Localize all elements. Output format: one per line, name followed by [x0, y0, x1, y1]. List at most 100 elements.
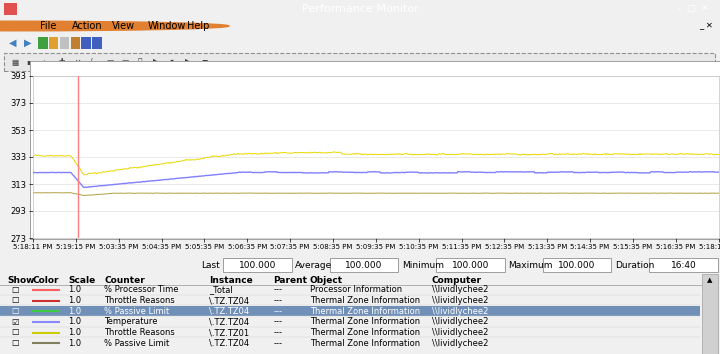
- Text: Show: Show: [7, 276, 35, 285]
- Text: ✕: ✕: [74, 57, 81, 67]
- Text: \\lividlychee2: \\lividlychee2: [432, 285, 488, 295]
- Text: \\lividlychee2: \\lividlychee2: [432, 339, 488, 348]
- Text: ---: ---: [274, 318, 283, 326]
- Text: \\lividlychee2: \\lividlychee2: [432, 328, 488, 337]
- FancyBboxPatch shape: [223, 258, 292, 272]
- Text: Temperature: Temperature: [104, 318, 158, 326]
- Text: ☐: ☐: [11, 296, 18, 305]
- Text: /: /: [90, 57, 93, 67]
- FancyBboxPatch shape: [4, 53, 715, 71]
- Text: % Passive Limit: % Passive Limit: [104, 339, 170, 348]
- Text: _Total: _Total: [209, 285, 233, 295]
- FancyBboxPatch shape: [30, 61, 720, 240]
- Text: ·: ·: [42, 57, 45, 67]
- Text: Processor Information: Processor Information: [310, 285, 402, 295]
- Text: 1.0: 1.0: [68, 296, 81, 305]
- Text: ▣: ▣: [106, 57, 113, 67]
- FancyBboxPatch shape: [330, 258, 398, 272]
- Text: ▦: ▦: [11, 57, 18, 67]
- Text: Performance Monitor: Performance Monitor: [302, 4, 418, 14]
- Text: File: File: [40, 21, 56, 31]
- Text: ▶: ▶: [185, 57, 191, 67]
- Text: ---: ---: [274, 285, 283, 295]
- Text: 1.0: 1.0: [68, 328, 81, 337]
- Text: View: View: [112, 21, 135, 31]
- Text: \.TZ.TZ01: \.TZ.TZ01: [209, 328, 249, 337]
- Text: 1.0: 1.0: [68, 339, 81, 348]
- FancyBboxPatch shape: [649, 258, 718, 272]
- Text: Average: Average: [295, 261, 333, 269]
- Text: ☐: ☐: [11, 307, 18, 316]
- Text: ☐: ☐: [11, 285, 18, 295]
- Text: ☐: ☐: [11, 328, 18, 337]
- Text: ▲: ▲: [707, 278, 713, 284]
- FancyBboxPatch shape: [92, 37, 102, 49]
- Text: ---: ---: [274, 296, 283, 305]
- FancyBboxPatch shape: [0, 306, 700, 316]
- Text: 100.000: 100.000: [346, 261, 382, 269]
- FancyBboxPatch shape: [81, 37, 91, 49]
- Text: \.TZ.TZ04: \.TZ.TZ04: [209, 307, 249, 316]
- Text: ☐: ☐: [11, 339, 18, 348]
- Text: Help: Help: [187, 21, 210, 31]
- Text: \.TZ.TZ04: \.TZ.TZ04: [209, 339, 249, 348]
- Text: Parent: Parent: [274, 276, 307, 285]
- Text: \\lividlychee2: \\lividlychee2: [432, 296, 488, 305]
- Text: -  □  ✕: - □ ✕: [678, 5, 709, 13]
- Text: \\lividlychee2: \\lividlychee2: [432, 307, 488, 316]
- Text: Thermal Zone Information: Thermal Zone Information: [310, 296, 420, 305]
- Text: 1.0: 1.0: [68, 307, 81, 316]
- Text: ☑: ☑: [11, 318, 18, 326]
- FancyBboxPatch shape: [38, 37, 48, 49]
- Text: \.TZ.TZ04: \.TZ.TZ04: [209, 296, 249, 305]
- Text: Color: Color: [32, 276, 59, 285]
- Text: ---: ---: [274, 339, 283, 348]
- Text: Thermal Zone Information: Thermal Zone Information: [310, 307, 420, 316]
- Text: Instance: Instance: [209, 276, 253, 285]
- Circle shape: [0, 21, 229, 31]
- Text: Computer: Computer: [432, 276, 482, 285]
- FancyBboxPatch shape: [4, 3, 17, 15]
- FancyBboxPatch shape: [702, 274, 718, 354]
- Text: ▶: ▶: [153, 57, 159, 67]
- Text: ---: ---: [274, 328, 283, 337]
- Text: 100.000: 100.000: [239, 261, 276, 269]
- Text: ▣: ▣: [122, 57, 129, 67]
- Text: 100.000: 100.000: [452, 261, 489, 269]
- Text: _ ✕: _ ✕: [699, 22, 713, 30]
- Text: Maximum: Maximum: [508, 261, 553, 269]
- Text: ◀: ◀: [9, 38, 17, 48]
- Text: ◼: ◼: [201, 57, 207, 67]
- Text: Thermal Zone Information: Thermal Zone Information: [310, 318, 420, 326]
- Text: Throttle Reasons: Throttle Reasons: [104, 296, 175, 305]
- Text: ✚: ✚: [58, 57, 65, 67]
- Text: ▪: ▪: [27, 57, 32, 67]
- Text: Duration: Duration: [615, 261, 654, 269]
- FancyBboxPatch shape: [436, 258, 505, 272]
- Text: Minimum: Minimum: [402, 261, 444, 269]
- Text: 1.0: 1.0: [68, 318, 81, 326]
- FancyBboxPatch shape: [49, 37, 58, 49]
- Text: Thermal Zone Information: Thermal Zone Information: [310, 339, 420, 348]
- Text: Action: Action: [72, 21, 103, 31]
- Text: 100.000: 100.000: [559, 261, 595, 269]
- Text: Thermal Zone Information: Thermal Zone Information: [310, 328, 420, 337]
- Text: ---: ---: [274, 307, 283, 316]
- Text: % Passive Limit: % Passive Limit: [104, 307, 170, 316]
- Text: ▮: ▮: [169, 57, 174, 67]
- Text: 🔍: 🔍: [138, 57, 142, 67]
- Text: Object: Object: [310, 276, 343, 285]
- Text: Last: Last: [202, 261, 220, 269]
- FancyBboxPatch shape: [60, 37, 69, 49]
- FancyBboxPatch shape: [543, 258, 611, 272]
- Text: 16:40: 16:40: [671, 261, 696, 269]
- Text: Scale: Scale: [68, 276, 96, 285]
- FancyBboxPatch shape: [71, 37, 80, 49]
- Text: 1.0: 1.0: [68, 285, 81, 295]
- Text: \.TZ.TZ04: \.TZ.TZ04: [209, 318, 249, 326]
- Text: Counter: Counter: [104, 276, 145, 285]
- Text: Window: Window: [148, 21, 186, 31]
- Text: \\lividlychee2: \\lividlychee2: [432, 318, 488, 326]
- Text: ▶: ▶: [24, 38, 31, 48]
- Text: % Processor Time: % Processor Time: [104, 285, 179, 295]
